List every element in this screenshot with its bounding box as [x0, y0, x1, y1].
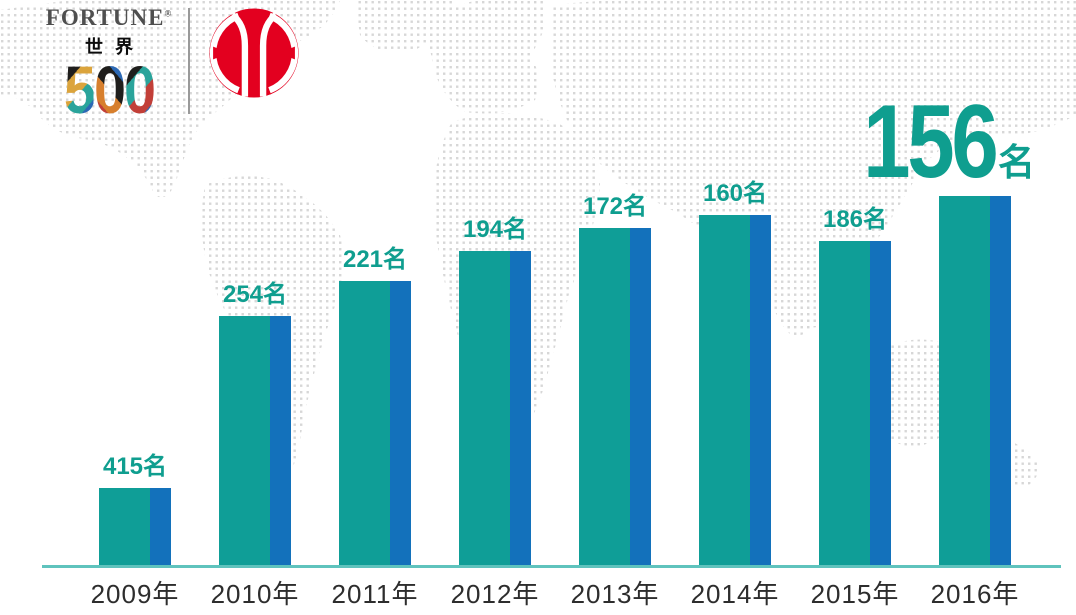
fortune-wordmark: FORTUNE®	[45, 5, 173, 30]
year-label-2012: 2012年	[450, 579, 540, 609]
bar-2015	[819, 241, 891, 566]
year-label-2016: 2016年	[930, 579, 1020, 609]
bar-2012	[459, 251, 531, 566]
bar-shadow-2011	[390, 281, 411, 566]
fortune-500-logo: FORTUNE® 世界 500	[38, 5, 180, 124]
map-asia	[550, 0, 1076, 336]
bar-2009	[99, 488, 171, 566]
bar-main-2016	[939, 196, 990, 566]
logo-divider	[188, 8, 190, 114]
bar-main-2011	[339, 281, 390, 566]
bar-value-2013: 172名	[582, 193, 648, 220]
bar-value-2014: 160名	[702, 180, 768, 207]
bar-main-2014	[699, 215, 750, 566]
bar-2010	[219, 316, 291, 566]
bar-shadow-2014	[750, 215, 771, 566]
bar-main-2015	[819, 241, 870, 566]
highlight-value-2016: 156 名	[834, 83, 1035, 200]
year-label-2015: 2015年	[810, 579, 900, 609]
bar-2014	[699, 215, 771, 566]
bar-shadow-2009	[150, 488, 171, 566]
digit-0a: 0	[93, 52, 126, 128]
x-axis-line	[42, 565, 1061, 568]
bar-2013	[579, 228, 651, 566]
bar-main-2010	[219, 316, 270, 566]
highlight-number: 156	[863, 83, 1000, 200]
bar-2011	[339, 281, 411, 566]
year-label-2009: 2009年	[90, 579, 180, 609]
digit-5: 5	[63, 52, 96, 128]
year-label-2014: 2014年	[690, 579, 780, 609]
bar-value-2009: 415名	[102, 453, 168, 480]
registered-mark: ®	[164, 8, 173, 19]
bar-2016	[939, 196, 1011, 566]
bar-main-2009	[99, 488, 150, 566]
fortune-500-number: 500	[41, 52, 177, 128]
citic-logo	[209, 8, 299, 98]
bar-shadow-2015	[870, 241, 891, 566]
citic-left-serif	[213, 46, 230, 60]
bar-value-2011: 221名	[342, 246, 408, 273]
map-new-zealand	[1009, 442, 1040, 487]
highlight-unit: 名	[998, 142, 1035, 183]
bar-main-2012	[459, 251, 510, 566]
bar-main-2013	[579, 228, 630, 566]
bar-shadow-2012	[510, 251, 531, 566]
citic-circle	[209, 8, 299, 98]
digit-0b: 0	[124, 52, 156, 128]
bar-value-2012: 194名	[462, 216, 528, 243]
year-label-2013: 2013年	[570, 579, 660, 609]
bar-shadow-2010	[270, 316, 291, 566]
bar-shadow-2013	[630, 228, 651, 566]
fortune-subtitle: 世界	[85, 37, 145, 57]
citic-right-serif	[278, 46, 295, 60]
bar-shadow-2016	[990, 196, 1011, 566]
year-label-2011: 2011年	[331, 579, 419, 609]
map-europe	[425, 0, 546, 114]
year-label-2010: 2010年	[210, 579, 300, 609]
bar-value-2015: 186名	[822, 206, 888, 233]
bar-value-2010: 254名	[222, 281, 288, 308]
